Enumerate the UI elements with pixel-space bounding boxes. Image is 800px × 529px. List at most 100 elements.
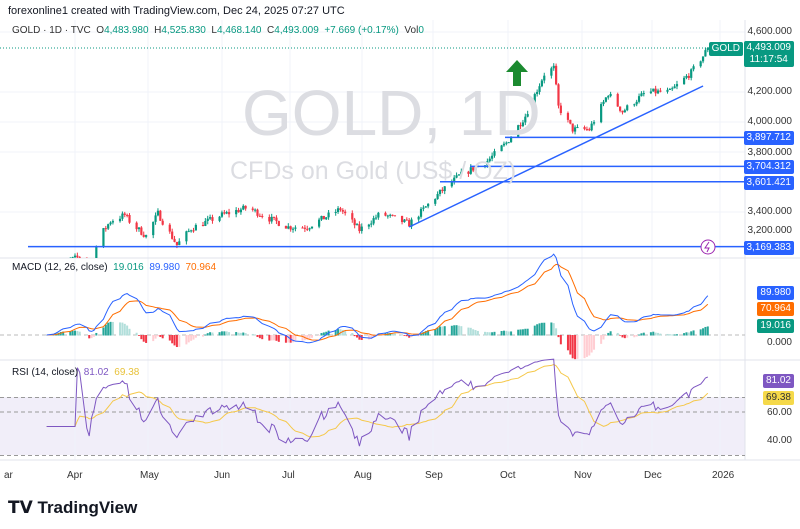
- candle-body: [443, 186, 446, 192]
- candle-body: [509, 137, 513, 143]
- time-tick: Dec: [644, 470, 662, 481]
- candle-body: [422, 207, 425, 209]
- macd-histogram-bar: [401, 334, 404, 336]
- candle-body: [666, 89, 669, 92]
- symbol-label[interactable]: GOLD · 1D · TVC: [12, 25, 91, 36]
- candle-body: [76, 255, 79, 258]
- candle-body: [588, 129, 591, 131]
- candle-body: [559, 105, 562, 114]
- macd-histogram-bar: [507, 331, 510, 336]
- candle-body: [109, 222, 112, 225]
- candle-body: [145, 235, 148, 237]
- macd-histogram-bar: [633, 335, 636, 338]
- macd-histogram-bar: [600, 335, 603, 344]
- candle-body: [242, 205, 245, 210]
- macd-histogram-bar: [337, 329, 340, 336]
- macd-histogram-bar: [585, 335, 588, 357]
- macd-histogram-bar: [559, 335, 562, 345]
- tv-logo-icon: 𝗧𝗩: [8, 498, 33, 517]
- macd-histogram-bar: [154, 335, 157, 339]
- candle-body: [616, 93, 619, 107]
- macd-histogram-bar: [569, 335, 572, 355]
- macd-histogram-bar: [460, 326, 463, 336]
- candle-body: [386, 215, 389, 217]
- rsi-title[interactable]: RSI (14, close): [12, 367, 79, 378]
- candle-body: [507, 142, 510, 144]
- high-value: 4,525.830: [161, 25, 206, 36]
- level-tag: 3,704.312: [743, 160, 794, 174]
- candle-body: [652, 88, 655, 92]
- macd-histogram-bar: [438, 326, 441, 336]
- macd-histogram-bar: [175, 335, 178, 348]
- bar-countdown: 11:17:54: [749, 54, 788, 65]
- macd-histogram-bar: [201, 335, 204, 337]
- macd-title[interactable]: MACD (12, 26, close): [12, 262, 108, 273]
- macd-histogram-bar: [690, 331, 693, 336]
- macd-histogram-bar: [242, 332, 245, 336]
- macd-histogram-bar: [687, 332, 690, 336]
- macd-histogram-bar: [593, 335, 596, 350]
- candle-body: [502, 143, 506, 146]
- macd-histogram-bar: [71, 330, 74, 336]
- macd-histogram-bar: [675, 334, 678, 336]
- macd-histogram-bar: [455, 325, 458, 336]
- macd-histogram-bar: [469, 327, 472, 336]
- macd-histogram-bar: [524, 328, 527, 336]
- chart-canvas[interactable]: [0, 0, 800, 490]
- macd-histogram-bar: [488, 332, 491, 336]
- candle-body: [671, 88, 674, 90]
- candle-body: [161, 220, 164, 225]
- tradingview-logo[interactable]: 𝗧𝗩 TradingView: [8, 498, 137, 518]
- macd-histogram-bar: [510, 331, 513, 336]
- macd-histogram-bar: [588, 335, 591, 356]
- candle-body: [204, 221, 207, 226]
- candle-body: [682, 77, 686, 85]
- macd-histogram-bar: [168, 335, 171, 341]
- candle-body: [642, 93, 645, 95]
- candle-body: [206, 218, 209, 222]
- candle-body: [227, 212, 231, 215]
- candle-body: [417, 216, 420, 220]
- macd-histogram-bar: [467, 327, 470, 336]
- macd-histogram-bar: [668, 334, 671, 336]
- macd-histogram-bar: [370, 335, 373, 339]
- macd-histogram-bar: [393, 333, 396, 336]
- symbol-tag: GOLD: [708, 42, 743, 56]
- low-value: 4,468.140: [216, 25, 262, 36]
- lightning-icon: [704, 241, 710, 253]
- candle-body: [540, 80, 543, 87]
- candle-body: [521, 122, 525, 127]
- candle-body: [633, 104, 636, 106]
- macd-histogram-bar: [284, 335, 287, 343]
- macd-histogram-bar: [137, 335, 140, 336]
- c-label: C: [267, 25, 275, 36]
- macd-histogram-bar: [173, 335, 176, 346]
- macd-histogram-bar: [474, 330, 477, 336]
- candle-body: [123, 213, 126, 215]
- candle-body: [171, 231, 174, 239]
- macd-histogram-bar: [550, 322, 553, 336]
- candle-body: [95, 246, 98, 258]
- macd-histogram-bar: [102, 327, 105, 336]
- macd-histogram-bar: [422, 332, 425, 336]
- macd-histogram-bar: [145, 335, 148, 343]
- o-label: O: [96, 25, 105, 36]
- up-arrow-icon: [506, 60, 528, 86]
- macd-histogram-bar: [505, 330, 508, 336]
- candle-body: [327, 212, 330, 218]
- macd-histogram-bar: [178, 335, 181, 347]
- candle-body: [460, 171, 463, 175]
- candle-body: [173, 238, 176, 242]
- candle-body: [524, 116, 527, 123]
- candle-body: [254, 209, 257, 211]
- macd-histogram-bar: [408, 335, 411, 338]
- candle-body: [607, 96, 610, 98]
- candle-body: [344, 211, 347, 214]
- macd-histogram-bar: [194, 335, 197, 338]
- macd-histogram-bar: [685, 332, 688, 336]
- macd-histogram-bar: [602, 335, 605, 340]
- close-value: 4,493.009: [274, 25, 319, 36]
- hist-tag: 19.016: [757, 319, 794, 333]
- macd-histogram-bar: [403, 335, 406, 336]
- macd-histogram-bar: [654, 332, 657, 336]
